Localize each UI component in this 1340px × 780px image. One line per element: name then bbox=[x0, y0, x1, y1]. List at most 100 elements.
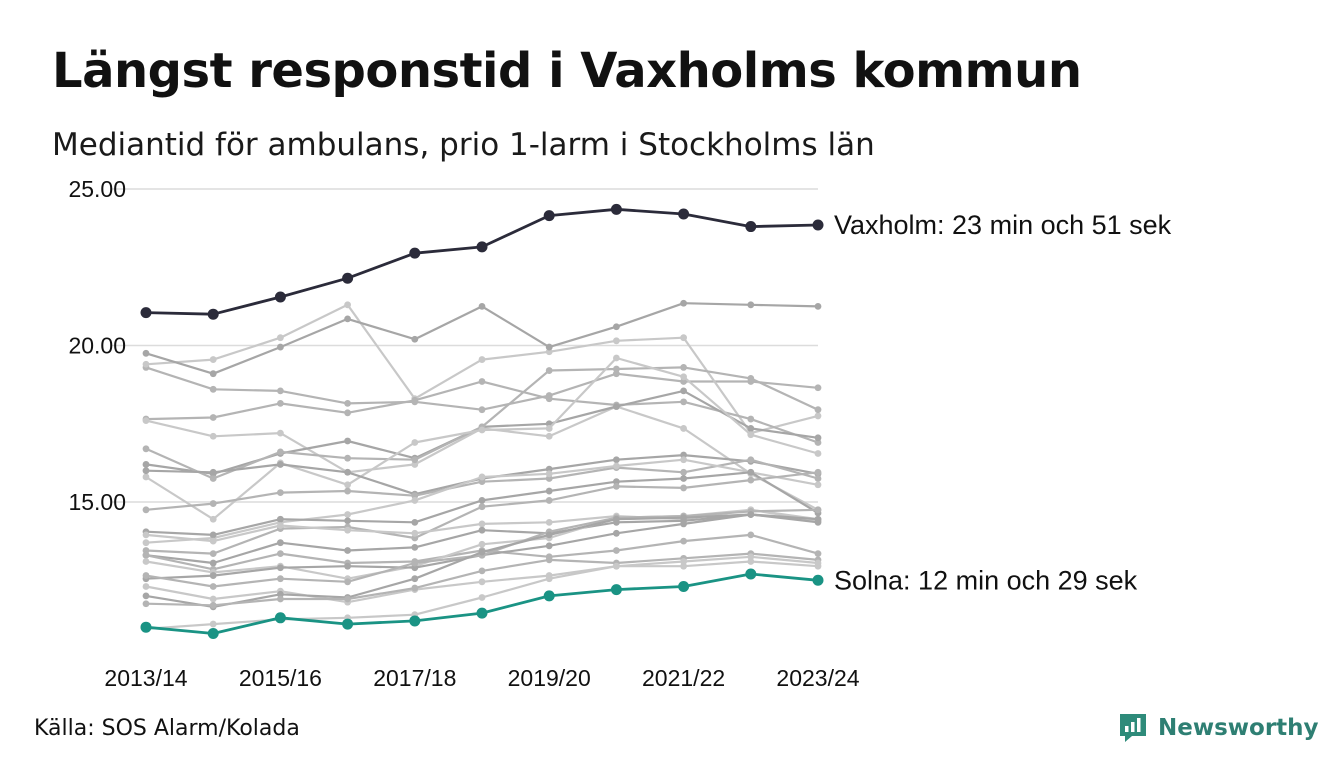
series-point bbox=[478, 302, 486, 310]
chart-subtitle: Mediantid för ambulans, prio 1-larm i St… bbox=[52, 127, 875, 163]
x-tick-label: 2017/18 bbox=[373, 665, 456, 691]
series-point bbox=[613, 562, 620, 570]
y-tick-label: 15.00 bbox=[68, 489, 126, 515]
series-point bbox=[747, 558, 755, 565]
series-point bbox=[209, 595, 217, 603]
series-point bbox=[545, 465, 553, 473]
series-point bbox=[277, 522, 284, 529]
series-point bbox=[209, 583, 217, 590]
series-point bbox=[747, 511, 755, 518]
series-point bbox=[277, 539, 284, 547]
highlight-point bbox=[342, 618, 354, 630]
series-point bbox=[209, 537, 217, 545]
series-point bbox=[344, 487, 351, 495]
highlight-point bbox=[543, 590, 555, 602]
series-point bbox=[814, 559, 822, 567]
series-point bbox=[277, 448, 284, 456]
series-point bbox=[277, 387, 284, 395]
series-point bbox=[613, 365, 620, 373]
series-point bbox=[411, 396, 419, 404]
series-point bbox=[142, 349, 150, 357]
series-point bbox=[142, 417, 150, 425]
series-point bbox=[344, 578, 351, 586]
series-point bbox=[209, 432, 217, 440]
newsworthy-logo-icon bbox=[1118, 712, 1148, 744]
series-point bbox=[277, 400, 284, 407]
series-point bbox=[680, 468, 687, 476]
series-point bbox=[411, 492, 419, 500]
series-point bbox=[680, 387, 687, 395]
series-point bbox=[613, 462, 620, 470]
series-point bbox=[814, 475, 822, 482]
highlight-point bbox=[342, 272, 354, 284]
series-point bbox=[545, 531, 553, 539]
series-point bbox=[209, 385, 217, 393]
series-point bbox=[411, 559, 419, 567]
series-point bbox=[277, 595, 284, 603]
series-point bbox=[478, 540, 486, 548]
series-point bbox=[545, 348, 553, 356]
x-tick-label: 2013/14 bbox=[104, 665, 187, 691]
highlight-point bbox=[476, 607, 488, 619]
series-point bbox=[747, 468, 755, 476]
series-point bbox=[814, 481, 822, 489]
series-point bbox=[747, 374, 755, 382]
highlight-point bbox=[610, 584, 622, 596]
series-point bbox=[344, 481, 351, 489]
series-point bbox=[142, 461, 150, 468]
series-point bbox=[209, 531, 217, 539]
series-point bbox=[680, 373, 687, 381]
series-point bbox=[209, 559, 217, 567]
series-point bbox=[680, 514, 687, 522]
series-point bbox=[814, 412, 822, 420]
series-point bbox=[277, 334, 284, 342]
series-point bbox=[747, 456, 755, 464]
series-point bbox=[277, 515, 284, 523]
end-label-solna: Solna: 12 min och 29 sek bbox=[834, 565, 1138, 595]
series-point bbox=[478, 378, 486, 385]
series-point bbox=[411, 564, 419, 572]
highlight-point bbox=[812, 219, 824, 231]
series-point bbox=[613, 403, 620, 410]
series-point bbox=[142, 506, 150, 514]
series-point bbox=[478, 497, 486, 504]
series-point bbox=[142, 600, 150, 608]
series-point bbox=[545, 475, 553, 482]
series-point bbox=[209, 550, 217, 558]
series-point bbox=[814, 434, 822, 442]
highlight-point bbox=[207, 627, 219, 639]
y-tick-label: 20.00 bbox=[68, 333, 126, 359]
series-point bbox=[344, 454, 351, 462]
series-point bbox=[277, 461, 284, 468]
series-point bbox=[142, 467, 150, 475]
highlight-line-vaxholm bbox=[144, 207, 820, 316]
series-point bbox=[344, 517, 351, 525]
series-point bbox=[277, 489, 284, 497]
series-point bbox=[411, 456, 419, 464]
line-chart: 15.00 20.00 25.00 2013/14 2015/16 2017/18 2019… bbox=[68, 176, 1171, 691]
series-point bbox=[478, 578, 486, 586]
highlight-point bbox=[678, 208, 690, 220]
series-point bbox=[478, 473, 486, 481]
series-point bbox=[680, 537, 687, 545]
series-point bbox=[344, 595, 351, 603]
series-point bbox=[344, 409, 351, 417]
highlight-point bbox=[745, 568, 757, 580]
series-point bbox=[545, 395, 553, 403]
chart-title: Längst responstid i Vaxholms kommun bbox=[52, 43, 1082, 99]
series-point bbox=[613, 370, 620, 378]
series-point bbox=[680, 451, 687, 459]
series-point bbox=[814, 439, 822, 446]
series-point bbox=[277, 343, 284, 351]
series-line bbox=[144, 302, 820, 375]
series-point bbox=[545, 432, 553, 440]
series-point bbox=[680, 475, 687, 482]
series-point bbox=[142, 592, 150, 600]
series-point bbox=[680, 334, 687, 342]
series-point bbox=[209, 414, 217, 421]
series-point bbox=[142, 583, 150, 590]
series-point bbox=[613, 482, 620, 490]
x-tick-label: 2023/24 bbox=[776, 665, 859, 691]
series-point bbox=[747, 415, 755, 423]
series-point bbox=[680, 562, 687, 570]
